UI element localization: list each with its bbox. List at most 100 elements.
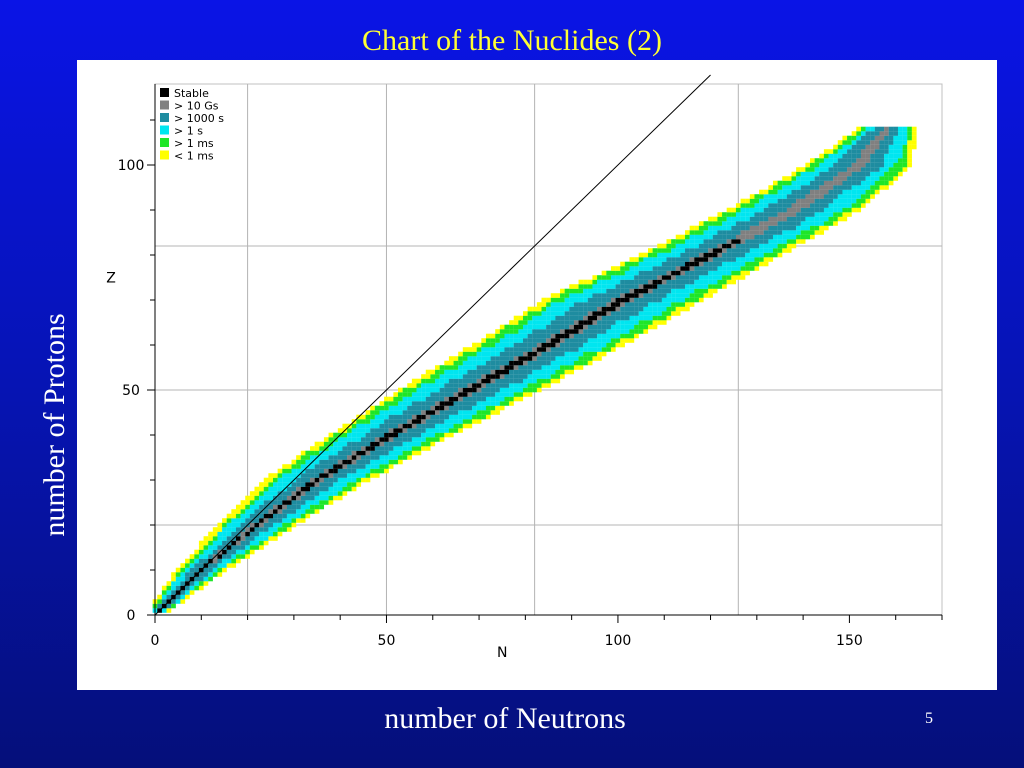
- nuclide-cell: [337, 459, 343, 465]
- nuclide-cell: [810, 162, 815, 168]
- nuclide-cell: [425, 419, 431, 424]
- nuclide-cell: [268, 486, 274, 492]
- nuclide-cell: [745, 216, 750, 222]
- nuclide-cell: [694, 252, 700, 258]
- nuclide-cell: [365, 477, 371, 483]
- nuclide-cell: [666, 257, 672, 262]
- nuclide-cell: [458, 387, 463, 393]
- nuclide-cell: [546, 360, 551, 366]
- nuclide-cell: [323, 450, 329, 456]
- nuclide-cell: [300, 477, 306, 483]
- nuclide-cell: [685, 252, 690, 258]
- nuclide-cell: [217, 554, 223, 559]
- nuclide-cell: [772, 230, 778, 235]
- nuclide-cell: [884, 162, 889, 168]
- nuclide-cell: [800, 180, 806, 186]
- nuclide-cell: [481, 405, 487, 411]
- nuclide-cell: [402, 437, 408, 442]
- nuclide-cell: [587, 351, 593, 357]
- nuclide-cell: [198, 581, 204, 586]
- nuclide-cell: [573, 311, 579, 316]
- nuclide-cell: [541, 302, 547, 307]
- nuclide-cell: [550, 365, 556, 370]
- nuclide-cell: [444, 383, 450, 388]
- nuclide-cell: [263, 509, 269, 514]
- nuclide-cell: [374, 468, 380, 474]
- nuclide-cell: [411, 392, 417, 397]
- nuclide-cell: [310, 468, 315, 474]
- nuclide-cell: [671, 288, 676, 294]
- nuclide-cell: [597, 315, 602, 321]
- nuclide-cell: [615, 288, 621, 294]
- nuclide-cell: [661, 279, 667, 285]
- nuclide-cell: [601, 324, 607, 330]
- nuclide-cell: [310, 464, 315, 469]
- nuclide-cell: [476, 396, 482, 402]
- nuclide-cell: [763, 239, 769, 244]
- nuclide-cell: [217, 567, 223, 573]
- nuclide-cell: [708, 261, 713, 267]
- nuclide-cell: [384, 437, 389, 442]
- nuclide-cell: [703, 243, 709, 249]
- nuclide-cell: [407, 383, 412, 388]
- nuclide-cell: [726, 270, 732, 276]
- nuclide-cell: [365, 464, 371, 469]
- nuclide-cell: [370, 432, 375, 438]
- nuclide-cell: [717, 216, 723, 222]
- nuclide-cell: [328, 468, 334, 474]
- nuclide-cell: [472, 356, 477, 361]
- nuclide-cell: [467, 405, 473, 411]
- nuclide-cell: [231, 540, 237, 546]
- nuclide-cell: [314, 486, 320, 492]
- nuclide-cell: [708, 225, 713, 231]
- nuclide-cell: [731, 279, 737, 285]
- nuclide-cell: [907, 162, 912, 168]
- nuclide-cell: [782, 234, 787, 240]
- nuclide-cell: [374, 428, 380, 433]
- nuclide-cell: [504, 324, 510, 330]
- nuclide-cell: [245, 495, 250, 501]
- nuclide-cell: [453, 405, 459, 411]
- nuclide-cell: [532, 315, 537, 321]
- nuclide-cell: [879, 153, 885, 159]
- nuclide-cell: [791, 198, 797, 204]
- nuclide-cell: [203, 581, 209, 586]
- nuclide-cell: [347, 446, 352, 451]
- nuclide-cell: [476, 369, 482, 375]
- nuclide-cell: [351, 477, 357, 483]
- nuclide-cell: [490, 338, 496, 343]
- nuclide-cell: [249, 549, 255, 555]
- nuclide-cell: [425, 378, 431, 384]
- nuclide-cell: [462, 369, 468, 375]
- nuclide-cell: [555, 351, 561, 357]
- nuclide-cell: [717, 239, 723, 244]
- nuclide-cell: [777, 252, 783, 258]
- nuclide-cell: [235, 513, 241, 519]
- nuclide-cell: [731, 230, 737, 235]
- nuclide-cell: [310, 450, 315, 456]
- nuclide-cell: [319, 441, 325, 447]
- nuclide-cell: [416, 450, 422, 456]
- nuclide-cell: [337, 446, 343, 451]
- nuclide-cell: [722, 225, 727, 231]
- nuclide-cell: [397, 428, 403, 433]
- nuclide-cell: [661, 297, 667, 303]
- nuclide-cell: [810, 234, 815, 240]
- nuclide-cell: [874, 131, 880, 136]
- nuclide-cell: [597, 311, 602, 316]
- nuclide-cell: [453, 365, 459, 370]
- nuclide-cell: [698, 257, 704, 262]
- nuclide-cell: [874, 167, 880, 172]
- nuclide-cell: [277, 504, 283, 510]
- nuclide-cell: [328, 473, 334, 478]
- nuclide-cell: [708, 288, 713, 294]
- nuclide-cell: [791, 239, 797, 244]
- nuclide-cell: [837, 144, 843, 150]
- nuclide-cell: [671, 252, 676, 258]
- nuclide-cell: [703, 230, 709, 235]
- nuclide-cell: [587, 306, 593, 312]
- nuclide-cell: [772, 243, 778, 249]
- nuclide-cell: [564, 369, 570, 375]
- nuclide-cell: [282, 473, 287, 478]
- nuclide-cell: [356, 468, 362, 474]
